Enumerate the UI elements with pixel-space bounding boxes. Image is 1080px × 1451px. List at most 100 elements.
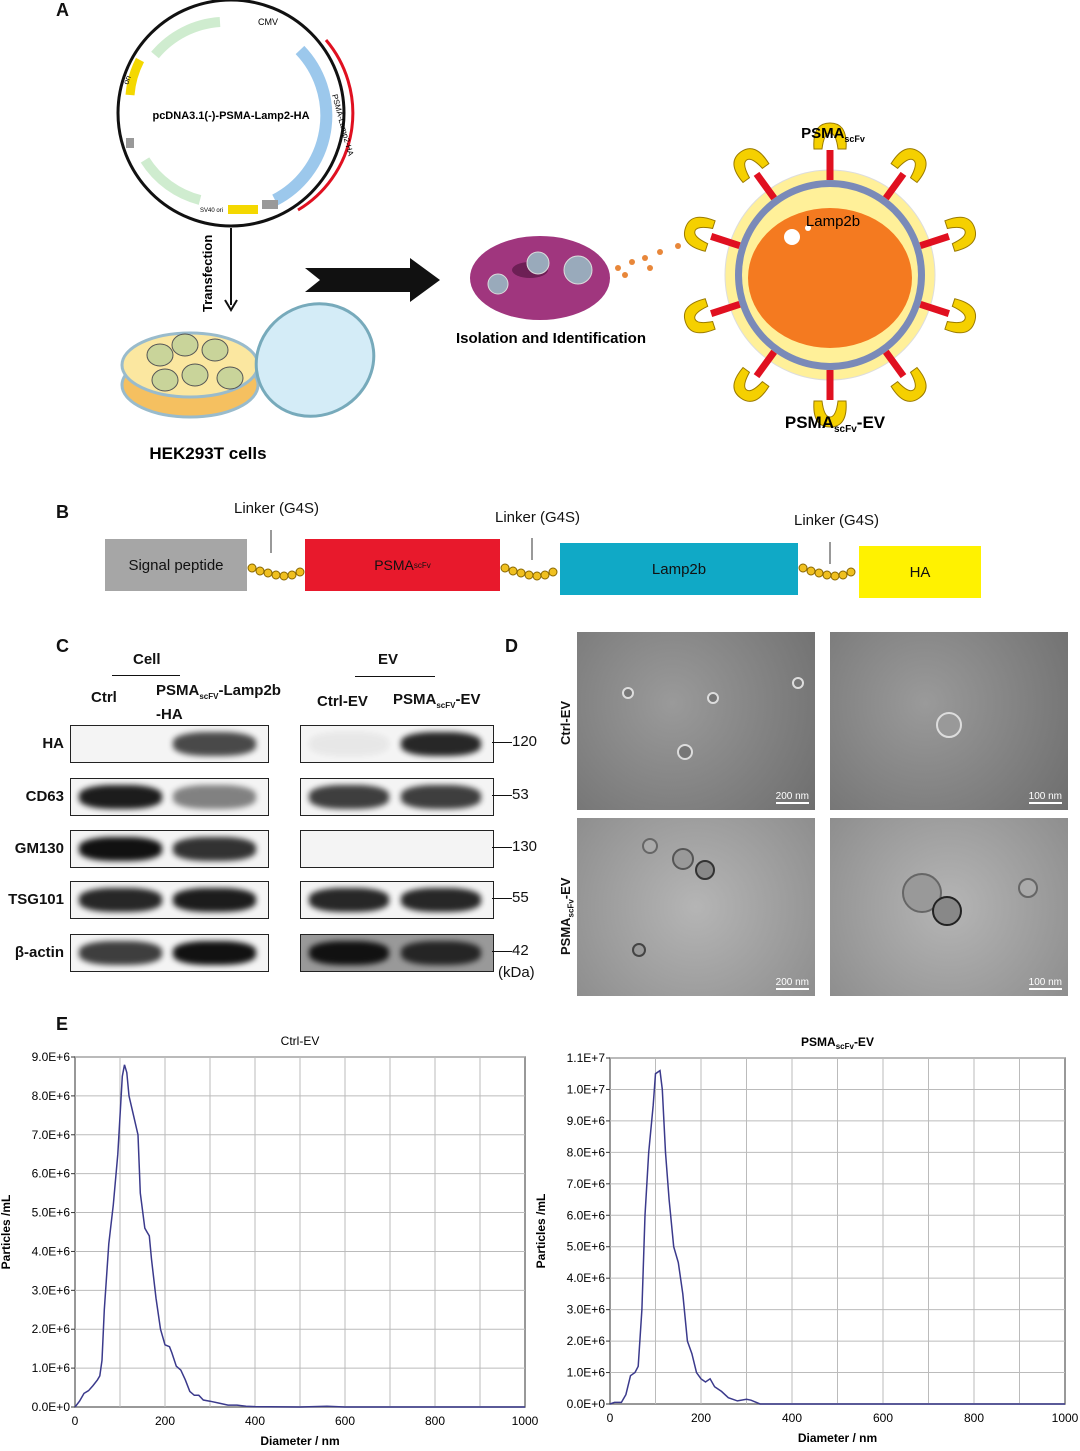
y-tick-label: 4.0E+6 [567, 1271, 606, 1285]
protein-band [400, 785, 482, 809]
tem-ctrl-100nm: 100 nm [830, 632, 1068, 810]
ev-blot-2 [300, 830, 494, 868]
segment-ha: HA [859, 546, 981, 598]
plasmid-name: pcDNA3.1(-)-PSMA-Lamp2-HA [152, 110, 309, 122]
big-arrow-icon [305, 258, 440, 302]
size-distribution-line [74, 1064, 525, 1408]
y-tick-label: 9.0E+6 [567, 1114, 606, 1128]
protein-band [308, 888, 390, 912]
x-tick-label: 600 [335, 1414, 355, 1428]
y-tick-label: 1.0E+6 [32, 1361, 71, 1375]
panel-a-schematic: pcDNA3.1(-)-PSMA-Lamp2-HA CMV ori PSMA-L… [116, 0, 976, 463]
cell-blot-2 [70, 830, 269, 868]
panel-label-c: C [56, 636, 69, 656]
chart-title: Ctrl-EV [281, 1034, 320, 1048]
scfv-receptor-icon [813, 400, 847, 428]
lamp2b-stalk [883, 349, 907, 379]
kda-unit: (kDa) [498, 964, 535, 981]
protein-band [78, 941, 162, 965]
segment-lamp2b: Lamp2b [560, 543, 798, 595]
nta-charts: 0.0E+0 1.0E+6 2.0E+6 3.0E+6 4.0E+6 5.0E+6 6.0E… [0, 1034, 1079, 1448]
protein-band [78, 888, 162, 912]
x-tick-label: 800 [425, 1414, 445, 1428]
segment-signal-peptide: Signal peptide [105, 539, 247, 591]
kda-marker: 120 [492, 733, 537, 750]
linker-label-1: Linker (G4S) [234, 500, 320, 517]
protein-band [173, 785, 257, 809]
ev-blot-3 [300, 881, 494, 919]
kda-marker: 130 [492, 838, 537, 855]
panel-label-a: A [56, 0, 69, 20]
y-tick-label: 7.0E+6 [567, 1177, 606, 1191]
y-tick-label: 5.0E+6 [567, 1240, 606, 1254]
x-tick-label: 600 [873, 1411, 893, 1425]
blot-row-label: TSG101 [8, 891, 64, 908]
tem-row-label-psma: PSMAscFv-EV [558, 877, 576, 955]
receptor-label: PSMAscFv [801, 125, 865, 144]
protein-band [173, 837, 257, 861]
protein-band [78, 785, 162, 809]
protein-band [308, 785, 390, 809]
scale-bar: 200 nm [775, 791, 809, 804]
lamp2b-stalk [710, 301, 741, 317]
x-tick-label: 200 [691, 1411, 711, 1425]
plasmid-feature-ori: ori [121, 74, 133, 86]
chart-title: PSMAscFv-EV [801, 1035, 874, 1051]
ev-blot-1 [300, 778, 494, 816]
protein-band [308, 941, 390, 965]
y-tick-label: 7.0E+6 [32, 1128, 71, 1142]
lane-ctrl: Ctrl [91, 689, 117, 706]
protein-band [400, 732, 482, 756]
y-tick-label: 4.0E+6 [32, 1244, 71, 1258]
ev-header: EV [378, 651, 399, 668]
kda-marker: 42 [492, 942, 529, 959]
y-tick-label: 1.1E+7 [567, 1051, 606, 1065]
protein-band [400, 888, 482, 912]
segment-psma-label: PSMA [374, 557, 414, 573]
scfv-receptor-icon [733, 366, 770, 402]
tem-ctrl-200nm: 200 nm [577, 632, 815, 810]
cell-header: Cell [133, 651, 161, 668]
scale-bar: 100 nm [1028, 791, 1062, 804]
scale-bar: 100 nm [1028, 977, 1062, 990]
blot-row-label: GM130 [14, 840, 64, 857]
protein-band [173, 732, 257, 756]
panel-label-d: D [505, 636, 518, 656]
tem-psma-200nm: 200 nm [577, 818, 815, 996]
segment-psma-sub: scFv [413, 560, 431, 570]
scfv-receptor-icon [684, 298, 716, 334]
blot-row-label: β-actin [14, 944, 64, 961]
panel-label-e: E [56, 1014, 69, 1034]
ev-blot-0 [300, 725, 494, 763]
linker-chains [247, 530, 856, 581]
scale-bar: 200 nm [775, 977, 809, 990]
scfv-receptor-icon [684, 216, 716, 252]
tem-row-label-ctrl: Ctrl-EV [558, 700, 573, 745]
lamp2b-stalk [753, 349, 777, 379]
y-tick-label: 2.0E+6 [32, 1322, 71, 1336]
y-tick-label: 5.0E+6 [32, 1206, 71, 1220]
tem-psma-100nm: 100 nm [830, 818, 1068, 996]
y-tick-label: 3.0E+6 [32, 1283, 71, 1297]
y-tick-label: 0.0E+0 [567, 1397, 606, 1411]
protein-band [173, 888, 257, 912]
y-tick-label: 8.0E+6 [567, 1145, 606, 1159]
x-tick-label: 1000 [512, 1414, 539, 1428]
cell-blot-1 [70, 778, 269, 816]
panel-label-b: B [56, 502, 69, 522]
scfv-receptor-icon [733, 148, 770, 184]
ev-diagram [684, 122, 976, 428]
y-axis-label: Particles /mL [534, 1194, 548, 1269]
y-tick-label: 9.0E+6 [32, 1050, 71, 1064]
lane-psma-ev: PSMAscFV-EV [393, 691, 481, 710]
cell-icon [470, 236, 681, 320]
x-axis-label: Diameter / nm [260, 1434, 339, 1448]
plasmid-feature-sv40: SV40 ori [200, 208, 223, 214]
x-tick-label: 1000 [1052, 1411, 1079, 1425]
lane-psma-lamp2b-ha: PSMAscFV-Lamp2b -HA [156, 682, 281, 723]
y-tick-label: 0.0E+0 [32, 1400, 71, 1414]
x-axis-label: Diameter / nm [798, 1431, 877, 1445]
y-tick-label: 1.0E+6 [567, 1366, 606, 1380]
transfection-label: Transfection [200, 235, 215, 312]
